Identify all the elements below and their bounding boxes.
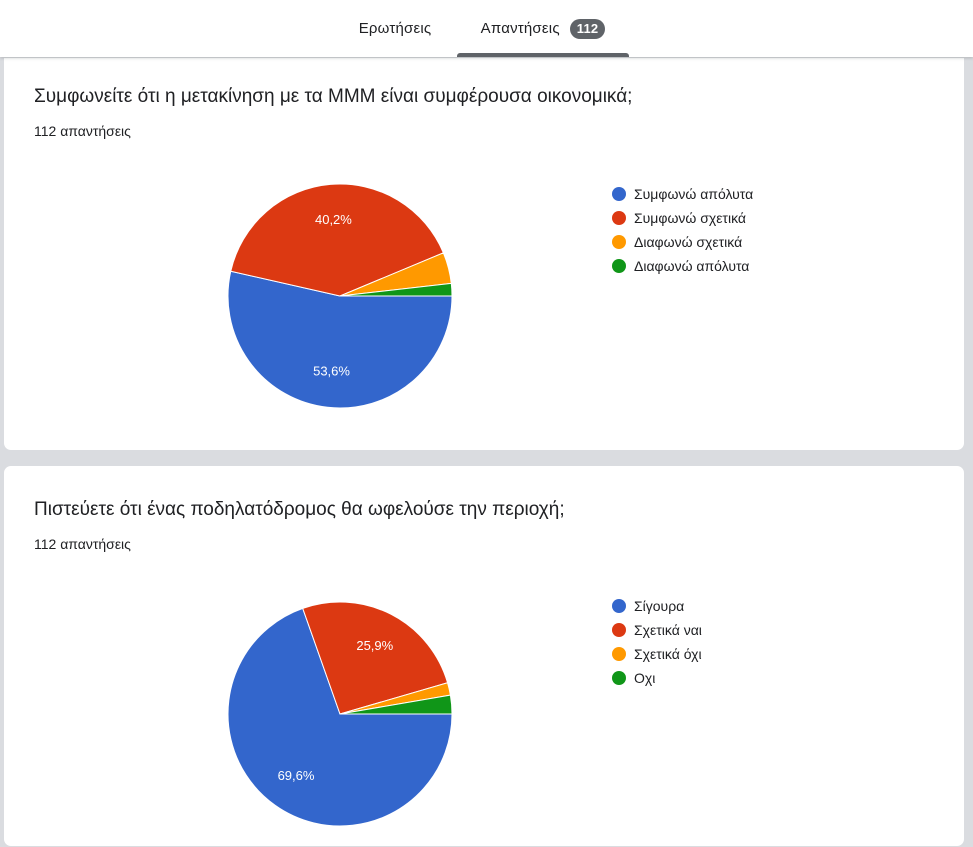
tab-questions-label: Ερωτήσεις	[358, 20, 432, 37]
legend-color-dot	[612, 211, 626, 225]
pie-slice[interactable]	[339, 694, 453, 715]
tab-bar: Ερωτήσεις Απαντήσεις 112	[0, 0, 973, 57]
chart-legend: Σίγουρα Σχετικά ναι Σχετικά όχι Οχι	[612, 594, 702, 690]
question-title: Πιστεύετε ότι ένας ποδηλατόδρομος θα ωφε…	[34, 499, 565, 520]
pie-slice[interactable]	[230, 183, 445, 297]
legend-label: Διαφωνώ σχετικά	[634, 234, 743, 250]
legend-color-dot	[612, 647, 626, 661]
tab-responses-label: Απαντήσεις	[480, 20, 560, 37]
pie-slice[interactable]	[339, 282, 453, 297]
active-tab-indicator	[457, 53, 629, 57]
chart-legend: Συμφωνώ απόλυτα Συμφωνώ σχετικά Διαφωνώ σχ…	[612, 182, 753, 278]
legend-item[interactable]: Διαφωνώ σχετικά	[612, 230, 753, 254]
legend-label: Σχετικά ναι	[634, 622, 702, 638]
question-card: Πιστεύετε ότι ένας ποδηλατόδρομος θα ωφε…	[3, 465, 965, 847]
tab-questions[interactable]: Ερωτήσεις	[340, 0, 450, 57]
legend-color-dot	[612, 623, 626, 637]
pie-slice[interactable]	[227, 607, 453, 827]
response-count: 112 απαντήσεις	[34, 123, 131, 139]
legend-color-dot	[612, 235, 626, 249]
legend-item[interactable]: Σίγουρα	[612, 594, 702, 618]
legend-color-dot	[612, 187, 626, 201]
tab-responses[interactable]: Απαντήσεις 112	[457, 0, 629, 57]
legend-label: Σχετικά όχι	[634, 646, 702, 662]
legend-label: Συμφωνώ σχετικά	[634, 210, 746, 226]
legend-color-dot	[612, 599, 626, 613]
legend-item[interactable]: Σχετικά όχι	[612, 642, 702, 666]
slice-data-label: 25,9%	[356, 638, 393, 653]
legend-label: Συμφωνώ απόλυτα	[634, 186, 754, 202]
responses-count-badge: 112	[569, 18, 606, 39]
legend-label: Οχι	[634, 670, 656, 686]
slice-data-label: 40,2%	[315, 212, 352, 227]
pie-slice[interactable]	[227, 270, 453, 409]
slice-data-label: 53,6%	[313, 364, 350, 379]
legend-color-dot	[612, 259, 626, 273]
legend-item[interactable]: Συμφωνώ απόλυτα	[612, 182, 753, 206]
legend-item[interactable]: Οχι	[612, 666, 702, 690]
question-title: Συμφωνείτε ότι η μετακίνηση με τα ΜΜΜ εί…	[34, 86, 633, 107]
question-card: Συμφωνείτε ότι η μετακίνηση με τα ΜΜΜ εί…	[3, 57, 965, 451]
pie-chart: 53,6% 40,2%	[227, 183, 453, 409]
pie-slice[interactable]	[302, 601, 449, 715]
pie-chart: 69,6% 25,9%	[227, 601, 453, 827]
legend-color-dot	[612, 671, 626, 685]
legend-label: Σίγουρα	[634, 598, 685, 614]
slice-data-label: 69,6%	[278, 768, 315, 783]
legend-item[interactable]: Διαφωνώ απόλυτα	[612, 254, 753, 278]
legend-item[interactable]: Σχετικά ναι	[612, 618, 702, 642]
response-count: 112 απαντήσεις	[34, 536, 131, 552]
legend-item[interactable]: Συμφωνώ σχετικά	[612, 206, 753, 230]
legend-label: Διαφωνώ απόλυτα	[634, 258, 750, 274]
